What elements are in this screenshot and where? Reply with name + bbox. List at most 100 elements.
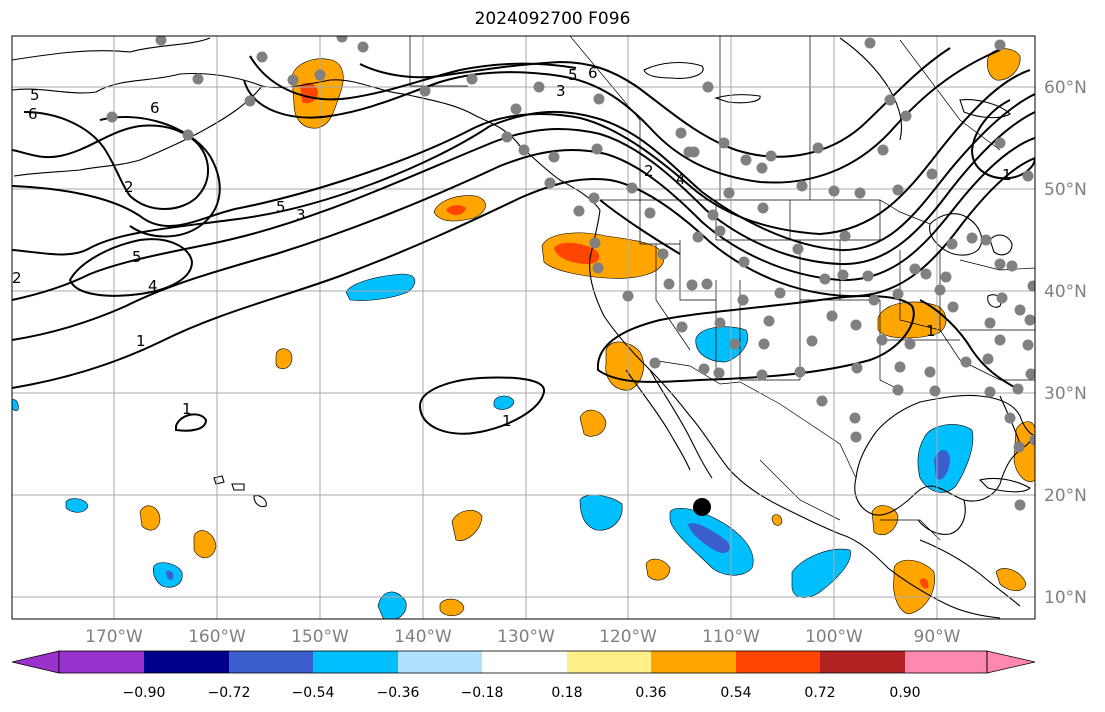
- station-dot: [920, 268, 932, 280]
- station-dot: [1025, 368, 1035, 380]
- map-body: 5 6 6 2 5 4 1 1 1 5 3 3 5 6 2 4 1 1 2: [12, 36, 1035, 619]
- station-dot: [1014, 499, 1026, 511]
- contour-label: 6: [588, 64, 598, 82]
- colorbar-segment: [59, 651, 144, 673]
- station-dot: [994, 39, 1006, 51]
- lat-lon-grid: [12, 36, 1035, 619]
- station-dot: [287, 74, 299, 86]
- colorbar-segment: [144, 651, 229, 673]
- colorbar-segment: [482, 651, 567, 673]
- station-dot: [702, 81, 714, 93]
- colorbar-tick-label: 0.90: [889, 685, 920, 701]
- colorbar-segment: [820, 651, 905, 673]
- station-dot: [714, 225, 726, 237]
- contour-label: 3: [296, 206, 306, 224]
- anomaly-area: [345, 273, 416, 301]
- station-dot: [994, 334, 1006, 346]
- station-dot: [707, 209, 719, 221]
- station-dot: [826, 310, 838, 322]
- station-dot: [984, 317, 996, 329]
- colorbar-tick-label: −0.90: [123, 685, 166, 701]
- station-dot: [676, 321, 688, 333]
- station-dot: [657, 248, 669, 260]
- station-dot: [1004, 412, 1016, 424]
- colorbar-segment: [313, 651, 398, 673]
- station-dot: [593, 93, 605, 105]
- station-dot: [1006, 260, 1018, 272]
- anomaly-area: [12, 399, 19, 411]
- station-dot: [763, 315, 775, 327]
- station-dot: [336, 36, 348, 43]
- station-dot: [419, 85, 431, 97]
- lon-label: 170°W: [85, 627, 143, 647]
- station-dot: [812, 142, 824, 154]
- station-dot: [792, 243, 804, 255]
- station-dot: [796, 180, 808, 192]
- station-dot: [909, 263, 921, 275]
- station-dot: [819, 273, 831, 285]
- station-dot: [244, 95, 256, 107]
- station-dot: [837, 269, 849, 281]
- station-dot: [934, 284, 946, 296]
- station-dot: [806, 335, 818, 347]
- colorbar-max-extend: [986, 650, 1036, 674]
- station-dot: [533, 81, 545, 93]
- station-dot: [1013, 441, 1025, 453]
- anomaly-area: [995, 568, 1027, 592]
- colorbar-tick-label: −0.54: [292, 685, 335, 701]
- lat-label: 40°N: [1044, 282, 1087, 302]
- lon-label: 110°W: [702, 627, 760, 647]
- lat-label: 10°N: [1044, 588, 1087, 608]
- colorbar-segment: [398, 651, 482, 673]
- station-dot: [996, 292, 1008, 304]
- colorbar-outline: [58, 650, 988, 674]
- lat-label: 30°N: [1044, 384, 1087, 404]
- station-dot: [929, 385, 941, 397]
- contour-label: 2: [124, 178, 134, 196]
- station-dot: [980, 234, 992, 246]
- station-dot: [850, 319, 862, 331]
- lat-label: 50°N: [1044, 180, 1087, 200]
- contour-label: 2: [12, 269, 22, 287]
- longitude-labels: 170°W 160°W 150°W 140°W 130°W 120°W 110°…: [85, 627, 961, 647]
- station-dot: [644, 207, 656, 219]
- lon-label: 140°W: [394, 627, 452, 647]
- anomaly-area: [65, 498, 89, 513]
- station-dot: [192, 73, 204, 85]
- station-dot: [589, 237, 601, 249]
- colorbar-segment: [229, 651, 313, 673]
- contour-label: 1: [182, 400, 192, 418]
- contour-labels: 5 6 6 2 5 4 1 1 1 5 3 3 5 6 2 4 1 1 2: [12, 64, 1012, 430]
- station-dot: [994, 258, 1006, 270]
- station-dot: [774, 287, 786, 299]
- station-dot: [663, 278, 675, 290]
- station-dot: [994, 137, 1006, 149]
- anomaly-area: [451, 510, 483, 541]
- station-dot: [940, 271, 952, 283]
- station-dot: [876, 334, 888, 346]
- contour-label: 2: [644, 162, 654, 180]
- lat-label: 60°N: [1044, 78, 1087, 98]
- colorbar-segment: [736, 651, 820, 673]
- station-dot: [106, 111, 118, 123]
- station-dot: [688, 146, 700, 158]
- station-dot: [588, 192, 600, 204]
- station-dot: [518, 144, 530, 156]
- station-dot: [894, 361, 906, 373]
- station-dot: [892, 384, 904, 396]
- colorbar-segment: [567, 651, 651, 673]
- station-dot: [946, 238, 958, 250]
- station-dot: [984, 386, 996, 398]
- station-dot: [357, 41, 369, 53]
- anomaly-area: [139, 505, 161, 531]
- station-dot: [548, 151, 560, 163]
- station-dot: [686, 279, 698, 291]
- contour-label: 1: [502, 412, 512, 430]
- anomaly-area: [439, 598, 465, 617]
- station-dot: [892, 184, 904, 196]
- station-dot: [510, 103, 522, 115]
- station-dot: [1029, 434, 1035, 446]
- station-dot: [756, 369, 768, 381]
- station-dot: [756, 162, 768, 174]
- station-dot: [900, 110, 912, 122]
